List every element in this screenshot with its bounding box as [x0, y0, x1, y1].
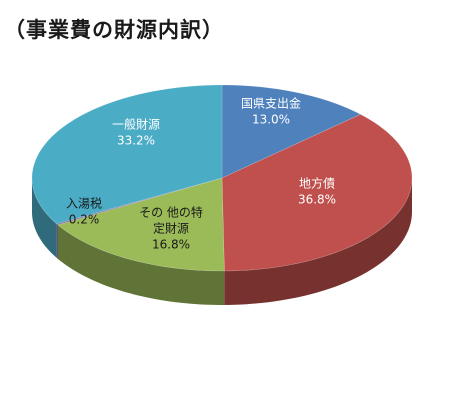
- slice-percent-5: 33.2%: [117, 134, 155, 148]
- pie-side-4: [56, 223, 58, 259]
- slice-name-2: 地方債: [299, 176, 335, 191]
- slice-percent-3: 16.8%: [152, 238, 190, 252]
- pie-slice-3: [57, 177, 225, 272]
- pie-slice-2: [221, 114, 413, 272]
- pie-side-3: [57, 224, 225, 305]
- pie-slice-5: [31, 84, 223, 225]
- slice-name-3: 定財源: [153, 221, 189, 236]
- slice-label-2: 地方債 36.8%: [298, 176, 336, 207]
- slice-name-4: 入湯税: [66, 197, 102, 211]
- slice-name-5: 一般財源: [112, 117, 160, 132]
- pie-depth-layer: [32, 178, 412, 305]
- slice-name-3: その 他の特: [139, 205, 203, 220]
- slice-percent-2: 36.8%: [298, 193, 336, 207]
- slice-label-4: 入湯税 0.2%: [66, 197, 102, 227]
- slice-label-5: 一般財源 33.2%: [112, 117, 160, 148]
- pie-side-2: [224, 178, 412, 305]
- pie-top-layer: [31, 84, 413, 272]
- slice-name-1: 国県支出金: [241, 96, 301, 111]
- chart-title: （事業費の財源内訳）: [4, 18, 224, 42]
- slice-percent-1: 13.0%: [252, 113, 290, 127]
- pie-side-5: [32, 178, 57, 258]
- slice-percent-4: 0.2%: [69, 213, 100, 227]
- slice-label-1: 国県支出金 13.0%: [241, 96, 301, 127]
- pie-slice-1: [221, 84, 362, 179]
